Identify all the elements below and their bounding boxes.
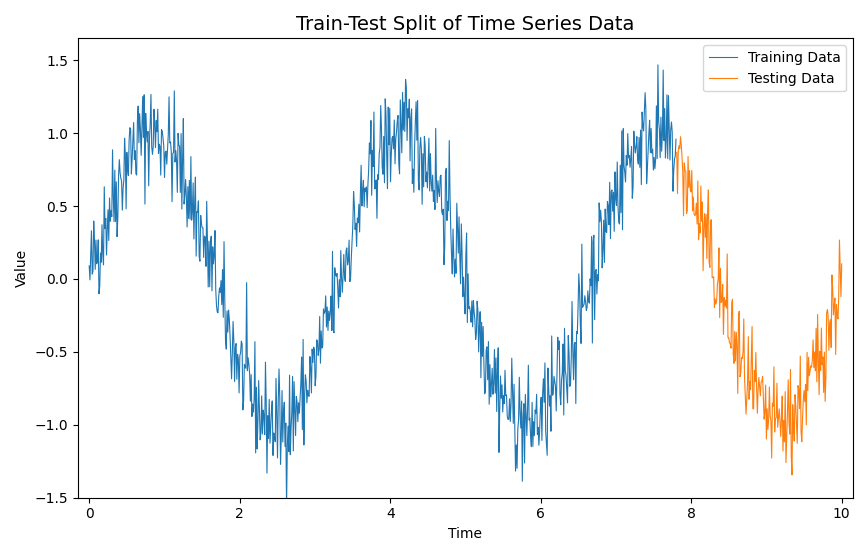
Y-axis label: Value: Value xyxy=(15,249,29,287)
Testing Data xyxy=(818,354,828,360)
Testing Data xyxy=(837,261,847,267)
Testing Data xyxy=(672,149,682,156)
Testing Data xyxy=(760,381,771,388)
Training Data xyxy=(84,262,95,269)
Training Data xyxy=(630,150,641,156)
Line: Testing Data: Testing Data xyxy=(677,137,842,475)
Testing Data xyxy=(820,374,831,380)
Training Data xyxy=(635,127,646,133)
Testing Data xyxy=(812,311,823,318)
Line: Training Data: Training Data xyxy=(89,65,676,506)
Legend: Training Data, Testing Data: Training Data, Testing Data xyxy=(703,45,846,91)
Training Data xyxy=(332,284,343,291)
X-axis label: Time: Time xyxy=(449,527,483,541)
Training Data xyxy=(281,503,292,509)
Testing Data xyxy=(786,471,797,478)
Title: Train-Test Split of Time Series Data: Train-Test Split of Time Series Data xyxy=(296,15,635,34)
Training Data xyxy=(623,155,634,161)
Training Data xyxy=(653,62,663,68)
Testing Data xyxy=(718,281,728,288)
Testing Data xyxy=(675,133,686,140)
Training Data xyxy=(671,136,681,142)
Training Data xyxy=(227,375,237,382)
Training Data xyxy=(240,363,250,370)
Testing Data xyxy=(720,297,731,304)
